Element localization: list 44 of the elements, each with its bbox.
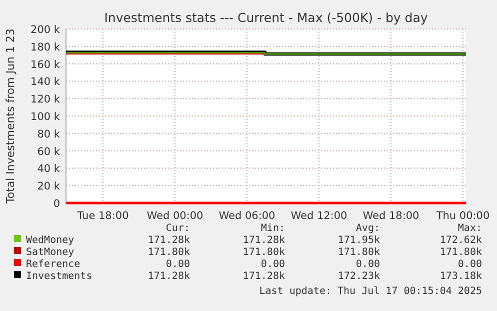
y-tick-label: 140 k	[30, 76, 61, 88]
text: Min:	[260, 223, 285, 234]
text: 171.28k	[148, 235, 190, 246]
text: 173.18k	[440, 271, 482, 282]
y-tick-label: 180 k	[30, 41, 61, 54]
text: Max:	[458, 223, 482, 234]
text: Cur:	[166, 223, 190, 234]
y-tick-label: 100 k	[30, 111, 61, 123]
text: 171.80k	[148, 247, 190, 258]
y-tick-label: 0	[53, 198, 60, 210]
legend-label: SatMoney	[26, 247, 74, 258]
text: 172.62k	[440, 235, 482, 246]
y-tick-label: 200 k	[30, 24, 61, 36]
x-tick-label: Wed 18:00	[362, 210, 420, 222]
text: 171.28k	[242, 235, 285, 246]
y-tick-label: 120 k	[30, 94, 61, 106]
text: 171.80k	[242, 247, 285, 258]
text: Last update: Thu Jul 17 00:15:04 2025	[259, 286, 482, 297]
text: 0.00	[166, 259, 190, 270]
text: 171.28k	[148, 271, 190, 282]
legend-label: Reference	[26, 259, 80, 270]
text: 171.95k	[338, 235, 380, 246]
text: 171.28k	[242, 271, 285, 282]
text: 0.00	[458, 259, 482, 270]
text: 171.80k	[338, 247, 380, 258]
text: 0.00	[260, 259, 285, 270]
text: Avg:	[356, 223, 380, 234]
y-tick-label: 160 k	[30, 58, 61, 71]
text: 0.00	[356, 259, 380, 270]
y-tick-label: 40 k	[37, 163, 61, 176]
x-tick-label: Wed 12:00	[290, 210, 348, 222]
x-tick-label: Wed 06:00	[218, 210, 276, 222]
x-tick-label: Thu 00:00	[435, 210, 490, 222]
text: 171.80k	[440, 247, 482, 258]
legend-label: Investments	[26, 271, 92, 282]
text: 172.23k	[338, 271, 380, 282]
y-tick-label: 80 k	[37, 128, 61, 140]
x-tick-label: Wed 00:00	[146, 210, 204, 222]
chart-title: Investments stats --- Current - Max (-500K) - by day	[104, 10, 428, 25]
y-tick-label: 20 k	[37, 180, 61, 193]
y-tick-label: 60 k	[37, 146, 61, 158]
x-tick-label: Tue 18:00	[76, 210, 129, 222]
legend-label: WedMoney	[26, 235, 74, 246]
y-axis-title: Total Investments from Jun 1 23	[4, 28, 17, 204]
